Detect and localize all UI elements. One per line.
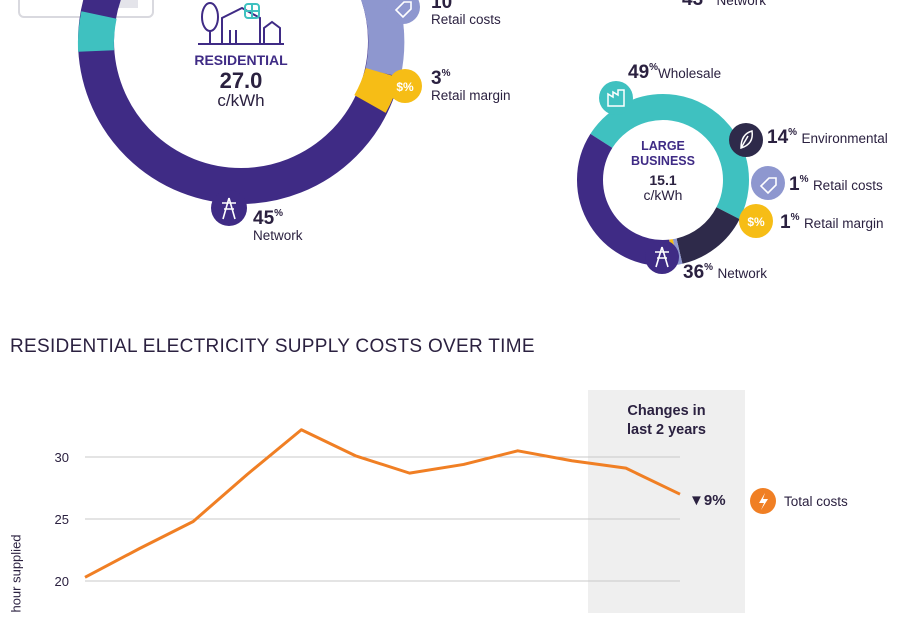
res-retail-margin-pct: 3 [431,68,442,89]
factory-icon-glyph [607,89,625,107]
lb-slice-environmental [675,206,740,264]
top-network-name: Network [716,0,767,8]
y-tick-label: 20 [55,574,69,589]
lb-name-1: LARGE [641,139,685,153]
large-business-donut: $% [577,81,785,274]
res-network-pct: 45 [253,208,275,229]
line-chart: 20 25 30 [55,390,776,613]
pct-sign: % [704,262,714,273]
pct-sign: % [790,212,800,223]
lightning-icon-glyph [759,493,768,510]
lb-unit: c/kWh [643,187,683,203]
lb-slice-wholesale [590,94,749,220]
lb-wholesale-label: 49%Wholesale [628,62,721,84]
lb-name-2: BUSINESS [631,154,695,168]
lb-retail-margin-name: Retail margin [803,216,884,231]
legend-label-total-costs: Total costs [784,494,848,509]
lb-center: LARGE BUSINESS 15.1 c/kWh [608,139,718,202]
pct-sign: % [452,0,461,3]
y-tick-label: 25 [55,512,69,527]
y-tick-label: 30 [55,450,69,465]
house-icon [198,2,284,45]
residential-center: RESIDENTIAL 27.0 c/kWh [171,52,311,110]
factory-icon [599,81,633,115]
residential-ring-wholesale [77,11,117,52]
section-title: RESIDENTIAL ELECTRICITY SUPPLY COSTS OVE… [10,336,535,357]
lb-retail-costs-name: Retail costs [812,178,883,193]
change-value: ▼9% [689,492,726,509]
res-retail-costs-pct: 10 [431,0,453,13]
tower-icon [211,190,247,226]
lb-env-label: 14% Environmental [767,127,888,149]
pct-sign: % [274,208,284,219]
changes-line2: last 2 years [626,422,706,438]
residential-value: 27.0 [219,68,263,93]
leaf-icon-glyph [740,130,754,150]
res-retail-margin-label: 3% Retail margin [431,68,511,103]
residential-unit: c/kWh [217,91,265,110]
changes-shade [588,390,745,613]
pct-sign: % [799,174,809,185]
top-network-label: 43% Network [682,0,766,11]
changes-box-title: Changes in last 2 years [588,402,745,440]
lb-network-label: 36% Network [683,262,767,284]
lb-retail-margin-pct: 1 [780,212,791,233]
lb-retail-margin-label: 1% Retail margin [780,212,883,234]
dollar-icon-glyph: $% [396,80,414,94]
pct-sign: % [788,127,798,138]
lb-wholesale-pct: 49 [628,62,650,83]
res-network-label: 45% Network [253,208,303,243]
residential-name: RESIDENTIAL [194,52,288,68]
lb-retail-costs-label: 1% Retail costs [789,174,883,196]
price-tag-icon-lb-glyph [759,177,777,195]
series-line-total-costs [84,428,681,579]
lb-env-pct: 14 [767,127,789,148]
lb-wholesale-name: Wholesale [658,66,722,81]
residential-ring-retail-costs [361,0,405,77]
y-tick-labels: 20 25 30 [55,450,69,589]
lb-env-name: Environmental [801,131,888,146]
lb-network-pct: 36 [683,262,705,283]
price-tag-icon-glyph [394,1,412,19]
gridlines [85,456,680,582]
dollar-icon [388,69,422,103]
pct-sign: % [649,62,659,73]
tower-icon-glyph [222,197,236,220]
residential-donut: $% [77,0,422,226]
residential-ring-retail-margin [354,67,401,113]
lb-value: 15.1 [649,172,677,188]
dollar-icon-lb [739,204,773,238]
res-retail-costs-label: 10% Retail costs [431,0,501,27]
dollar-icon-lb-glyph: $% [747,215,765,229]
lb-retail-costs-pct: 1 [789,174,800,195]
tower-icon-lb-glyph [655,246,669,268]
tower-icon-lb [645,240,679,274]
top-network-pct: 43 [682,0,703,10]
y-axis-title: hour supplied [8,534,24,613]
res-network-name: Network [253,228,303,243]
lb-network-name: Network [717,266,768,281]
res-retail-margin-name: Retail margin [431,88,511,103]
pct-sign: % [441,68,451,79]
changes-line1: Changes in [627,403,706,419]
res-retail-costs-name: Retail costs [431,12,501,27]
price-tag-icon-lb [751,166,785,200]
